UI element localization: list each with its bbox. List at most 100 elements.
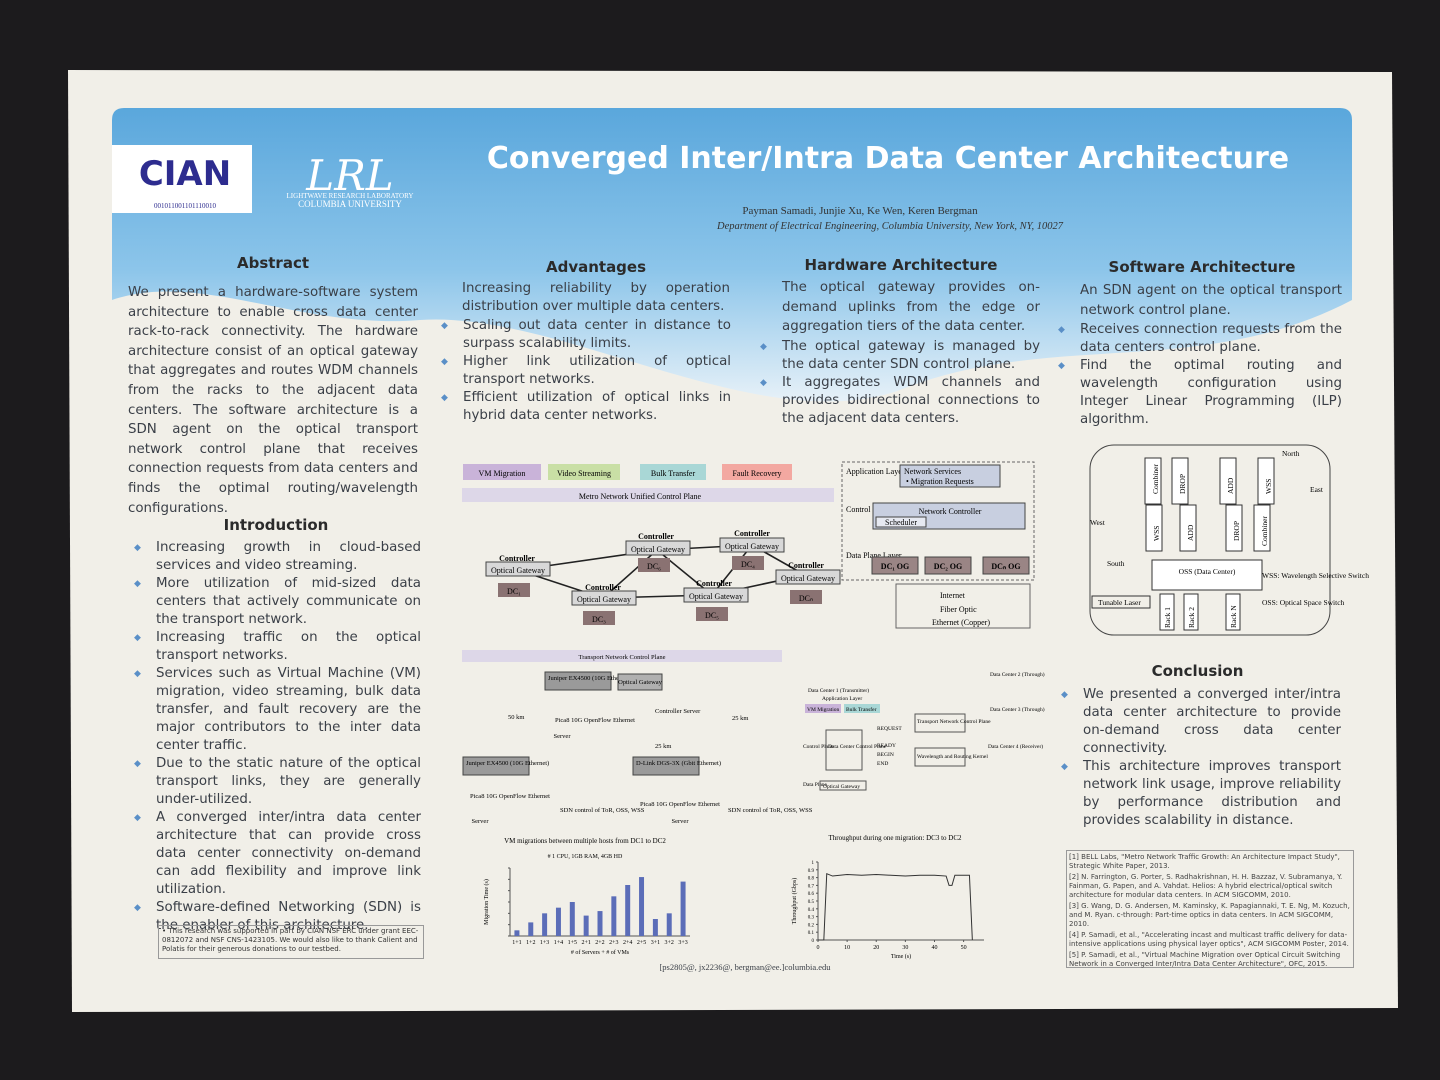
authors: Payman Samadi, Junjie Xu, Ke Wen, Keren … (742, 205, 978, 217)
legend-box (895, 583, 1031, 629)
bar (625, 885, 631, 936)
dc-label: DC₄ (741, 560, 755, 569)
controller-label: Controller (696, 579, 732, 588)
cian-bits: 001011001101110010 (154, 202, 216, 210)
rack-label: Rack N (1229, 605, 1238, 628)
y-tick-label: 0.2 (808, 923, 815, 928)
bullet-item: Scaling out data center in distance to s… (441, 317, 731, 353)
x-tick-label: 50 (961, 945, 967, 951)
reference: [4] P. Samadi, et al., "Accelerating inc… (1069, 931, 1349, 948)
block-label: WSS (1152, 526, 1161, 541)
dc-label: DC₁ (507, 587, 521, 596)
control-plane-bar (462, 488, 834, 502)
chart-title: VM migrations between multiple hosts fro… (504, 837, 666, 845)
x-tick-label: 3+1 (651, 940, 660, 946)
lrl-caption: COLUMBIA UNIVERSITY (298, 199, 402, 209)
poster-title: Converged Inter/Intra Data Center Archit… (487, 141, 1289, 176)
server-label: Server (672, 818, 690, 825)
bullet-item: The optical gateway is managed by the da… (760, 338, 1040, 374)
bullet-item: Services such as Virtual Machine (VM) mi… (134, 665, 421, 755)
bar (542, 913, 548, 936)
services-box (899, 464, 1001, 488)
tor-label: Pica8 10G OpenFlow Ethernet (640, 801, 720, 808)
bullet-item: A converged inter/intra data center arch… (134, 809, 421, 899)
reference: [2] N. Farrington, G. Porter, S. Radhakr… (1069, 873, 1343, 899)
gateway-label: Optical Gateway (577, 595, 631, 604)
reference: [3] G. Wang, D. G. Andersen, M. Kaminsky… (1069, 902, 1350, 928)
bullet-item: Increasing traffic on the optical transp… (134, 629, 421, 665)
y-tick-label: 0.1 (808, 931, 815, 936)
scheduler-box (875, 516, 927, 528)
distance-label: 50 km (508, 714, 524, 721)
tor-label: Pica8 10G OpenFlow Ethernet (470, 793, 550, 800)
advantages-list: Scaling out data center in distance to s… (437, 317, 731, 425)
legend-label: Internet (940, 591, 966, 600)
bullet-item: Due to the static nature of the optical … (134, 755, 421, 809)
reference: [1] BELL Labs, "Metro Network Traffic Gr… (1069, 853, 1340, 870)
bullet-item: Receives connection requests from the da… (1058, 321, 1342, 357)
section-heading: Abstract (236, 254, 310, 272)
dc-label: DCₙ (799, 594, 813, 603)
advantages-lead: Increasing reliability by operation dist… (462, 281, 730, 314)
box-label: Transport Network Control Plane (917, 719, 991, 725)
sdn-label: SDN control of ToR, OSS, WSS (728, 807, 813, 814)
section-heading: Advantages (545, 258, 647, 276)
section-heading: Hardware Architecture (804, 256, 998, 274)
cian-logo (112, 145, 252, 213)
switch-label: D-Link DGS-3X (Gbit Ethernet) (636, 760, 721, 767)
message-label: BEGIN (877, 752, 894, 758)
block-label: ADD (1186, 524, 1195, 541)
controller-label: Controller (638, 532, 674, 541)
affiliation: Department of Electrical Engineering, Co… (716, 221, 1064, 232)
app-label: Video Streaming (557, 469, 611, 478)
bullet-item: This architecture improves transport net… (1061, 758, 1341, 830)
bullet-item: Find the optimal routing and wavelength … (1058, 357, 1342, 429)
layer-label: Control Plane (803, 744, 834, 750)
gateway-label: Optical Gateway (618, 679, 663, 686)
block-label: WSS (1264, 479, 1273, 494)
box-label: Data Center Control Plane (828, 744, 887, 750)
section-heading: Introduction (223, 516, 329, 534)
x-tick-label: 20 (873, 945, 879, 951)
app-label: VM Migration (479, 469, 526, 478)
laser-label: Tunable Laser (1098, 598, 1141, 607)
bar (597, 911, 603, 936)
controller-label: Controller (499, 554, 535, 563)
bar (569, 902, 575, 936)
chart-title: Throughput during one migration: DC3 to … (829, 834, 962, 842)
box (825, 729, 863, 771)
controller-label: Controller (788, 561, 824, 570)
message-label: READY (877, 743, 896, 749)
bullet-item: More utilization of mid-sized data cente… (134, 575, 421, 629)
bullet-item: We presented a converged inter/intra dat… (1061, 686, 1341, 758)
dc-label: DC₆ (647, 562, 661, 571)
dc-label: DC₃ (592, 615, 606, 624)
y-axis-label: Migration Time (s) (483, 879, 490, 925)
control-plane-bar (462, 650, 782, 662)
y-tick-label: 1 (812, 861, 815, 866)
intro-list: Increasing growth in cloud-based service… (130, 539, 421, 935)
direction-label: East (1310, 485, 1324, 494)
box-label: Bulk Transfer (846, 706, 877, 713)
layer-label: Data Plane Layer (846, 551, 902, 560)
app-label: Fault Recovery (732, 469, 781, 478)
y-tick-label: 0.6 (808, 892, 815, 897)
y-axis-label: Throughput (Gbps) (791, 878, 798, 925)
gateway-label: Optical Gateway (631, 545, 685, 554)
bullet-item: Software-defined Networking (SDN) is the… (134, 899, 421, 935)
gateway-label: Optical Gateway (781, 574, 835, 583)
direction-label: West (1090, 518, 1106, 527)
section-heading: Software Architecture (1108, 258, 1296, 276)
dc-boxes (498, 556, 822, 625)
metro-diagram: VM Migration Video Streaming Bulk Transf… (462, 461, 1035, 629)
gateway-box (617, 673, 663, 691)
dc-label: Data Center 2 (Through) (990, 671, 1045, 678)
x-tick-label: 10 (844, 945, 850, 951)
bar (555, 907, 561, 936)
control-plane-label: Transport Network Control Plane (579, 654, 666, 661)
gateways (485, 537, 841, 606)
note-label: WSS: Wavelength Selective Switch (1262, 571, 1369, 580)
x-tick-label: 3+3 (678, 940, 687, 946)
x-tick-label: 2+2 (595, 940, 604, 946)
